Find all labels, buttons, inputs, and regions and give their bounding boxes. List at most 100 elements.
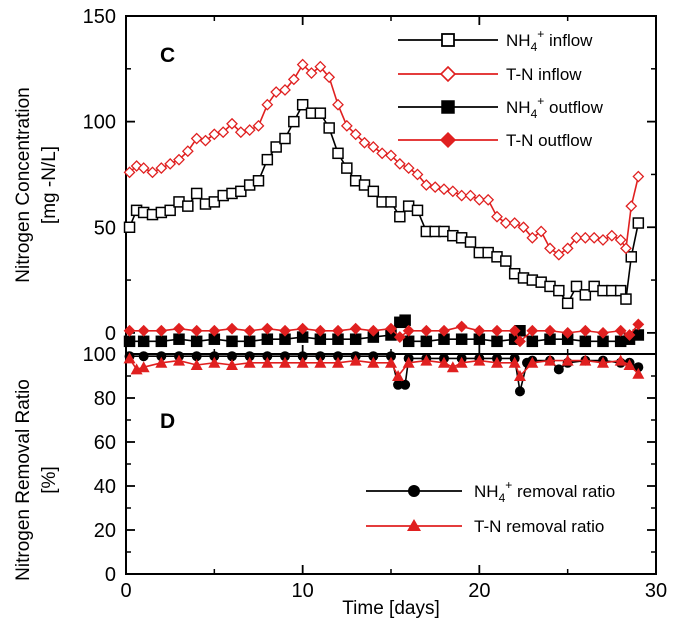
data-point xyxy=(420,335,433,348)
data-point xyxy=(314,324,327,337)
data-point xyxy=(305,67,318,79)
data-point xyxy=(385,196,397,208)
data-point xyxy=(623,359,636,370)
data-point xyxy=(217,126,230,139)
data-point xyxy=(400,379,411,390)
data-point xyxy=(526,356,539,368)
data-point xyxy=(208,356,221,368)
data-point xyxy=(513,370,526,381)
data-point xyxy=(279,324,291,337)
data-point xyxy=(473,354,486,366)
legend-marker-filled-circle xyxy=(408,485,420,497)
legend-marker-open-diamond xyxy=(439,65,457,83)
data-point xyxy=(508,356,521,368)
data-point xyxy=(526,335,539,348)
data-point xyxy=(455,333,468,345)
data-point xyxy=(386,351,396,362)
x-tick-label: 0 xyxy=(120,580,131,602)
data-point xyxy=(473,193,486,206)
data-point xyxy=(402,356,415,368)
data-point xyxy=(270,141,282,153)
data-point xyxy=(597,356,609,368)
data-point xyxy=(633,362,644,373)
data-point xyxy=(332,324,344,337)
data-point xyxy=(597,326,609,339)
data-point xyxy=(499,217,512,229)
series-line xyxy=(128,63,640,256)
data-point xyxy=(261,333,274,345)
data-point xyxy=(579,324,592,337)
data-point xyxy=(173,333,185,345)
data-point xyxy=(190,187,203,200)
data-point xyxy=(553,364,564,375)
data-point xyxy=(261,153,274,166)
data-point xyxy=(138,351,149,362)
data-point xyxy=(123,335,136,348)
data-point xyxy=(296,98,309,111)
data-point xyxy=(123,352,136,364)
data-point xyxy=(552,248,565,261)
data-point xyxy=(173,322,185,335)
data-point xyxy=(579,289,592,301)
data-point xyxy=(579,335,592,348)
x-tick-label: 20 xyxy=(468,580,490,602)
data-point xyxy=(411,168,424,181)
data-point xyxy=(280,351,290,362)
data-point xyxy=(570,280,583,293)
data-point xyxy=(620,293,632,305)
data-point xyxy=(402,335,415,348)
data-point xyxy=(137,335,150,348)
data-point xyxy=(367,356,380,368)
data-point xyxy=(235,185,247,198)
data-point xyxy=(123,166,136,179)
panel-c-ylabel-line2: [mg -N/L] xyxy=(39,146,60,224)
data-point xyxy=(614,234,627,246)
data-point xyxy=(243,356,256,368)
legend-marker-filled-triangle xyxy=(407,519,421,531)
data-point xyxy=(367,185,380,198)
y-tick-label: 40 xyxy=(94,476,116,498)
data-point xyxy=(438,324,450,337)
data-point xyxy=(243,335,256,348)
data-point xyxy=(482,193,495,206)
data-point xyxy=(579,231,592,244)
data-point xyxy=(491,210,503,223)
series-1-0 xyxy=(124,351,644,397)
data-point xyxy=(332,147,344,160)
data-point xyxy=(349,322,362,335)
data-point xyxy=(588,231,601,244)
data-point xyxy=(226,359,238,370)
data-point xyxy=(508,217,521,229)
panel-d-frame xyxy=(125,353,657,575)
data-point xyxy=(164,204,176,217)
y-tick-label: 60 xyxy=(94,432,116,454)
data-point xyxy=(605,229,618,242)
legend-marker-filled-square xyxy=(441,100,455,114)
data-point xyxy=(137,324,150,337)
data-point xyxy=(632,170,645,183)
data-point xyxy=(173,354,185,366)
data-point xyxy=(438,356,450,368)
data-point xyxy=(455,189,468,202)
legend-label-tn-removal: T-N removal ratio xyxy=(474,517,604,536)
data-point xyxy=(208,128,221,141)
data-point xyxy=(385,149,397,162)
data-point xyxy=(561,326,574,339)
legend-item-tn-outflow: T-N outflow xyxy=(398,131,593,150)
legend-label-tn-outflow: T-N outflow xyxy=(506,131,593,150)
data-point xyxy=(262,351,273,362)
y-tick-label: 0 xyxy=(105,323,116,345)
data-point xyxy=(209,351,220,362)
data-point xyxy=(226,117,238,130)
data-point xyxy=(227,351,237,362)
data-point xyxy=(570,231,583,244)
y-tick-label: 150 xyxy=(83,6,116,28)
legend-panel-d: NH4+ removal ratio T-N removal ratio xyxy=(366,478,615,536)
legend-label-nh4-inflow: NH4+ inflow xyxy=(506,27,593,54)
data-point xyxy=(411,204,424,217)
data-point xyxy=(438,183,450,196)
data-point xyxy=(314,356,327,368)
series-0-3 xyxy=(123,318,645,348)
data-point xyxy=(544,324,556,337)
